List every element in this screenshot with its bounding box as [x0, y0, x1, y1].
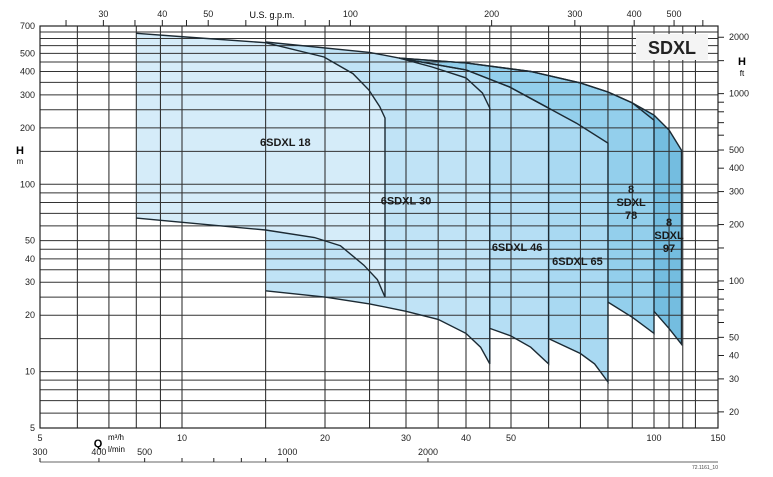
top-tick-label: 100	[343, 9, 358, 19]
y-tick-label: 300	[20, 90, 35, 100]
region-outline	[136, 32, 386, 298]
x-tick-label: 5	[37, 433, 42, 443]
y-tick-label: 30	[25, 277, 35, 287]
lmin-tick-label: 2000	[418, 447, 438, 457]
region-outline	[399, 57, 550, 366]
y-tick-label: 700	[20, 21, 35, 31]
top-tick-label: 50	[203, 9, 213, 19]
x-tick-label: 20	[320, 433, 330, 443]
right-tick-label: 300	[729, 187, 744, 197]
top-tick-label: 500	[667, 9, 682, 19]
right-tick-label: 30	[729, 374, 739, 384]
x-tick-label: 10	[177, 433, 187, 443]
region-6sdxl-18	[136, 33, 385, 298]
y-tick-label: 200	[20, 123, 35, 133]
y-tick-label: 40	[25, 254, 35, 264]
y-axis-label-left: H	[16, 145, 24, 157]
region-label: 6SDXL 65	[552, 256, 603, 268]
right-tick-label: 20	[729, 407, 739, 417]
right-tick-label: 500	[729, 145, 744, 155]
lmin-tick-label: 400	[91, 447, 106, 457]
region-label: 6SDXL 30	[381, 196, 432, 208]
y-tick-label: 50	[25, 236, 35, 246]
x-tick-label: 100	[646, 433, 661, 443]
x-tick-label: 150	[710, 433, 725, 443]
top-tick-label: 300	[567, 9, 582, 19]
top-tick-label: 400	[627, 9, 642, 19]
y-axis-label-right: H	[738, 56, 746, 68]
badge-text: SDXL	[648, 38, 696, 58]
x-axis-label: Q	[94, 438, 103, 450]
right-tick-label: 50	[729, 332, 739, 342]
lmin-tick-label: 300	[32, 447, 47, 457]
x-tick-label: 30	[401, 433, 411, 443]
x-unit-primary: m³/h	[108, 433, 124, 442]
right-tick-label: 200	[729, 220, 744, 230]
y-unit-left: m	[17, 157, 24, 166]
region-label: 8 SDXL 78	[616, 184, 646, 222]
x-tick-label: 40	[461, 433, 471, 443]
y-tick-label: 10	[25, 367, 35, 377]
right-tick-label: 40	[729, 350, 739, 360]
x-unit-top: U.S. g.p.m.	[249, 10, 294, 20]
region-label: 6SDXL 18	[260, 137, 311, 149]
lmin-tick-label: 1000	[277, 447, 297, 457]
y-tick-label: 20	[25, 310, 35, 320]
top-tick-label: 40	[157, 9, 167, 19]
right-tick-label: 100	[729, 276, 744, 286]
right-tick-label: 2000	[729, 32, 749, 42]
region-outline	[399, 57, 655, 335]
y-tick-label: 100	[20, 179, 35, 189]
region-label: 8 SDXL 97	[654, 217, 684, 255]
region-label: 6SDXL 46	[492, 242, 543, 254]
x-unit-secondary: l/min	[108, 445, 125, 454]
y-unit-right: ft	[740, 69, 745, 78]
right-tick-label: 400	[729, 163, 744, 173]
top-tick-label: 30	[98, 9, 108, 19]
x-tick-label: 50	[506, 433, 516, 443]
y-tick-label: 500	[20, 48, 35, 58]
lmin-tick-label: 500	[137, 447, 152, 457]
y-tick-label: 400	[20, 67, 35, 77]
top-tick-label: 200	[484, 9, 499, 19]
sdxl-badge: SDXL	[636, 34, 708, 60]
region-outline	[265, 41, 491, 365]
footnote: 72.1161_10	[692, 465, 718, 471]
y-tick-label: 5	[30, 423, 35, 433]
right-tick-label: 1000	[729, 89, 749, 99]
